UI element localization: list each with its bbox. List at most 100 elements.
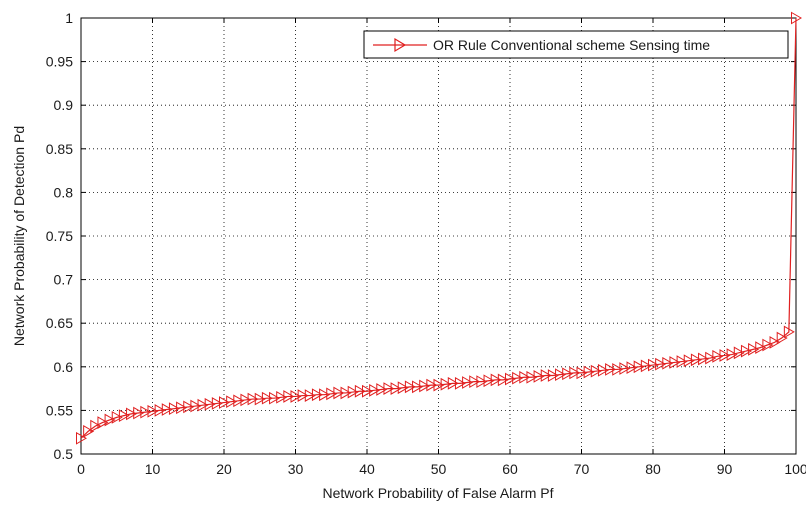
data-point-marker [154,404,166,417]
data-point-marker [719,349,731,362]
y-tick-label: 0.6 [54,359,74,375]
data-point-marker [83,424,95,438]
data-point-marker [369,383,381,397]
y-tick-label: 0.85 [46,141,73,157]
data-point-marker [133,406,145,420]
data-point-marker [111,411,123,424]
series-group [76,11,802,445]
data-point-marker [762,338,774,352]
data-point-marker [76,431,87,445]
legend-label: OR Rule Conventional scheme Sensing time [433,37,710,53]
legend-box [363,30,789,59]
legend: OR Rule Conventional scheme Sensing time [363,30,789,59]
y-tick-labels: 0.5 0.55 0.6 0.65 0.7 0.75 0.8 0.85 0.9 0.95 1 [46,10,73,462]
x-tick-labels: 0 10 20 30 40 50 60 70 80 90 100 [77,461,806,477]
data-point-marker [490,373,502,387]
data-point-marker [562,367,574,381]
data-point-marker [254,392,266,406]
data-point-marker [712,349,724,363]
data-point-marker [555,368,567,382]
data-point-marker [497,373,509,387]
data-point-marker [605,363,617,376]
data-point-marker [690,353,702,367]
data-point-marker [326,387,338,401]
data-point-marker [168,402,180,416]
data-point-marker [140,405,152,419]
y-tick-label: 0.9 [54,97,74,113]
data-point-marker [526,370,538,384]
x-tick-label: 100 [784,461,806,477]
data-point-marker [540,369,552,382]
data-point-marker [319,388,331,402]
data-point-marker [676,355,688,368]
data-point-marker [454,377,466,390]
data-point-marker [776,331,788,345]
y-tick-label: 0.55 [46,402,73,418]
data-point-marker [705,351,717,365]
data-point-marker [748,342,760,356]
data-point-marker [383,382,395,395]
data-point-marker [126,407,138,421]
data-point-marker [626,361,638,375]
data-point-marker [269,391,281,405]
data-point-marker [483,374,495,388]
y-axis-label: Network Probability of Detection Pd [11,126,27,346]
data-point-marker [283,390,295,403]
data-point-marker [297,389,309,402]
y-tick-label: 0.7 [54,272,74,288]
data-point-marker [304,389,316,402]
data-point-marker [462,376,474,389]
data-point-marker [769,336,781,349]
grid-lines [81,18,796,454]
data-point-marker [505,372,516,386]
data-point-marker [233,394,245,408]
data-point-marker [619,362,631,375]
y-tick-label: 1 [65,10,73,26]
data-point-marker [333,386,345,400]
x-tick-label: 20 [216,461,232,477]
y-tick-label: 0.75 [46,228,73,244]
data-point-marker [397,381,409,395]
x-tick-label: 40 [359,461,375,477]
data-point-marker [161,403,173,416]
x-tick-label: 70 [574,461,590,477]
data-point-marker [440,377,452,391]
data-point-marker [347,385,359,399]
legend-marker [394,37,407,53]
y-tick-label: 0.8 [54,184,74,200]
data-point-marker [404,380,416,394]
data-point-marker [247,392,259,406]
y-tick-label: 0.5 [54,446,74,462]
data-point-marker [612,363,624,376]
data-point-marker [290,390,302,403]
data-point-marker [176,401,188,415]
data-point-marker [311,388,323,402]
x-tick-label: 30 [288,461,304,477]
data-point-marker [90,419,102,433]
x-tick-label: 60 [502,461,518,477]
data-point-marker [183,400,195,414]
data-point-marker [633,360,645,374]
data-point-marker [512,371,524,385]
data-point-marker [426,378,438,392]
data-point-marker [698,352,710,366]
data-point-marker [533,370,545,383]
data-point-marker [412,380,424,394]
x-tick-label: 90 [717,461,733,477]
x-tick-label: 50 [431,461,447,477]
data-point-marker [190,399,202,413]
data-point-marker [662,356,674,370]
data-point-marker [576,366,588,380]
data-point-marker [519,370,531,384]
data-point-marker [118,409,130,422]
data-point-marker [597,363,609,377]
data-point-marker [340,386,352,400]
x-tick-label: 10 [145,461,161,477]
data-point-marker [219,396,230,409]
data-point-marker [376,383,388,396]
data-point-marker [726,348,738,361]
data-point-marker [197,398,209,412]
data-point-marker [261,391,273,405]
data-point-marker [648,358,659,372]
